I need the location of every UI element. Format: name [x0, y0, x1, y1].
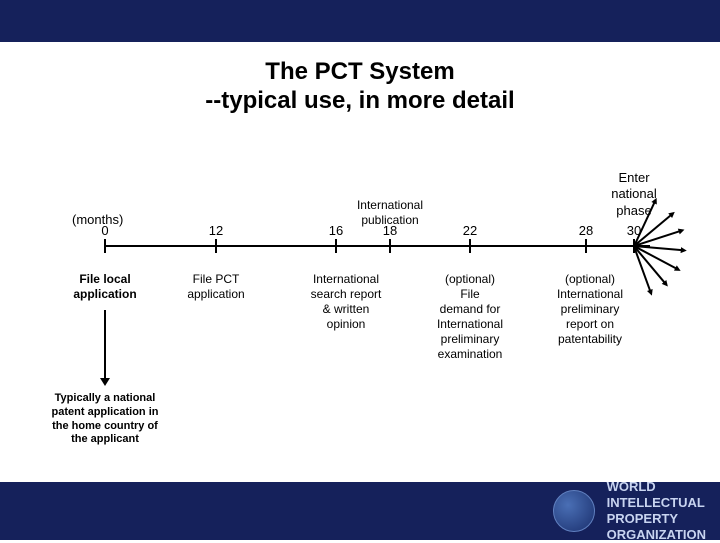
timeline-tick [215, 239, 217, 253]
tick-label: 0 [101, 223, 108, 238]
tick-label: 28 [579, 223, 593, 238]
text: WORLD [607, 479, 656, 494]
event-preliminary-report: (optional) International preliminary rep… [540, 272, 640, 347]
arrow-to-footnote [104, 310, 106, 380]
text: opinion [327, 317, 366, 331]
event-demand: (optional) File demand for International… [420, 272, 520, 362]
text: the applicant [71, 433, 139, 445]
text: application [73, 287, 136, 301]
text: Enter [618, 170, 649, 185]
text: & written [323, 302, 370, 316]
text: demand for [440, 302, 501, 316]
text: publication [361, 213, 418, 227]
timeline-tick [389, 239, 391, 253]
tick-label: 22 [463, 223, 477, 238]
header-bar [0, 0, 720, 42]
text: File [460, 287, 479, 301]
text: PROPERTY [607, 511, 679, 526]
title-block: The PCT System --typical use, in more de… [0, 58, 720, 116]
event-file-local: File local application [65, 272, 145, 302]
event-search-report: International search report & written op… [296, 272, 396, 332]
text: patentability [558, 332, 622, 346]
text: search report [311, 287, 382, 301]
text: International [437, 317, 503, 331]
text: preliminary [441, 332, 500, 346]
timeline-tick [469, 239, 471, 253]
text: (optional) [445, 272, 495, 286]
text: application [187, 287, 244, 301]
text: INTELLECTUAL [607, 495, 705, 510]
title-line-2: --typical use, in more detail [0, 87, 720, 116]
timeline-tick [335, 239, 337, 253]
footnote-text: Typically a national patent application … [35, 392, 175, 447]
text: International [313, 272, 379, 286]
wipo-logo-icon [553, 490, 595, 532]
tick-label: 16 [329, 223, 343, 238]
text: national [611, 186, 657, 201]
text: International [557, 287, 623, 301]
wipo-logo-text: WORLD INTELLECTUAL PROPERTY ORGANIZATION [607, 479, 706, 543]
text: report on [566, 317, 614, 331]
timeline-tick [585, 239, 587, 253]
label-enter-national-phase: Enter national phase [599, 170, 669, 219]
text: International [357, 198, 423, 212]
footer-bar: WORLD INTELLECTUAL PROPERTY ORGANIZATION [0, 482, 720, 540]
event-file-pct: File PCT application [176, 272, 256, 302]
title-line-1: The PCT System [0, 58, 720, 87]
timeline-tick [104, 239, 106, 253]
text: File PCT [193, 272, 240, 286]
text: patent application in [52, 406, 159, 418]
text: examination [438, 347, 503, 361]
timeline-axis [105, 245, 650, 247]
text: preliminary [561, 302, 620, 316]
label-intl-publication: International publication [345, 198, 435, 228]
text: File local [79, 272, 130, 286]
text: Typically a national [55, 392, 156, 404]
months-axis-label: (months) [72, 212, 123, 227]
tick-label: 12 [209, 223, 223, 238]
text: (optional) [565, 272, 615, 286]
text: the home country of [52, 420, 158, 432]
